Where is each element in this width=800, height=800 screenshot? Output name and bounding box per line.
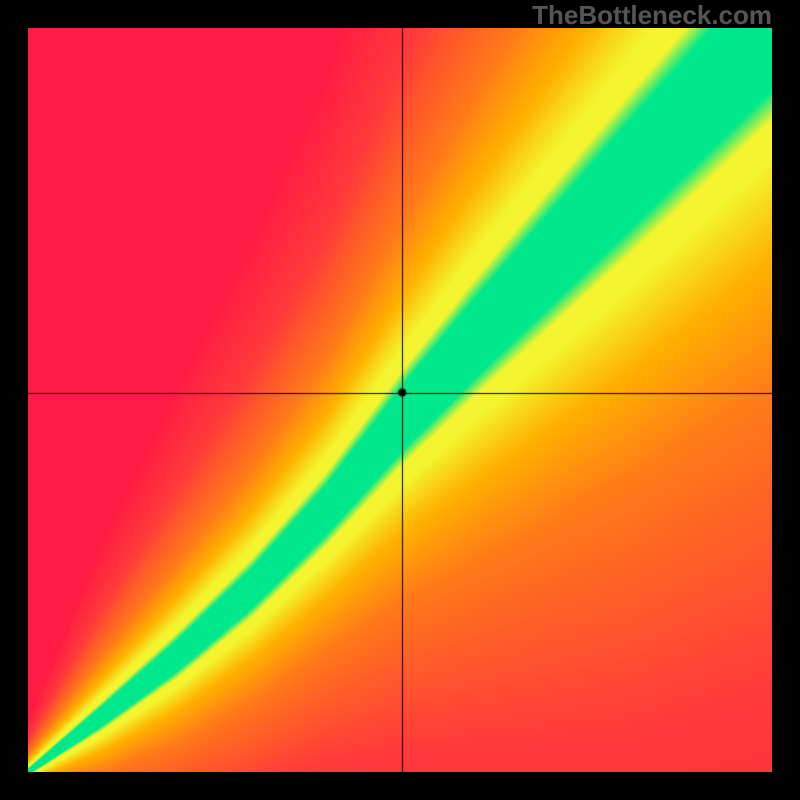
watermark-text: TheBottleneck.com <box>532 0 772 31</box>
bottleneck-heatmap <box>28 28 772 772</box>
chart-container: TheBottleneck.com <box>0 0 800 800</box>
